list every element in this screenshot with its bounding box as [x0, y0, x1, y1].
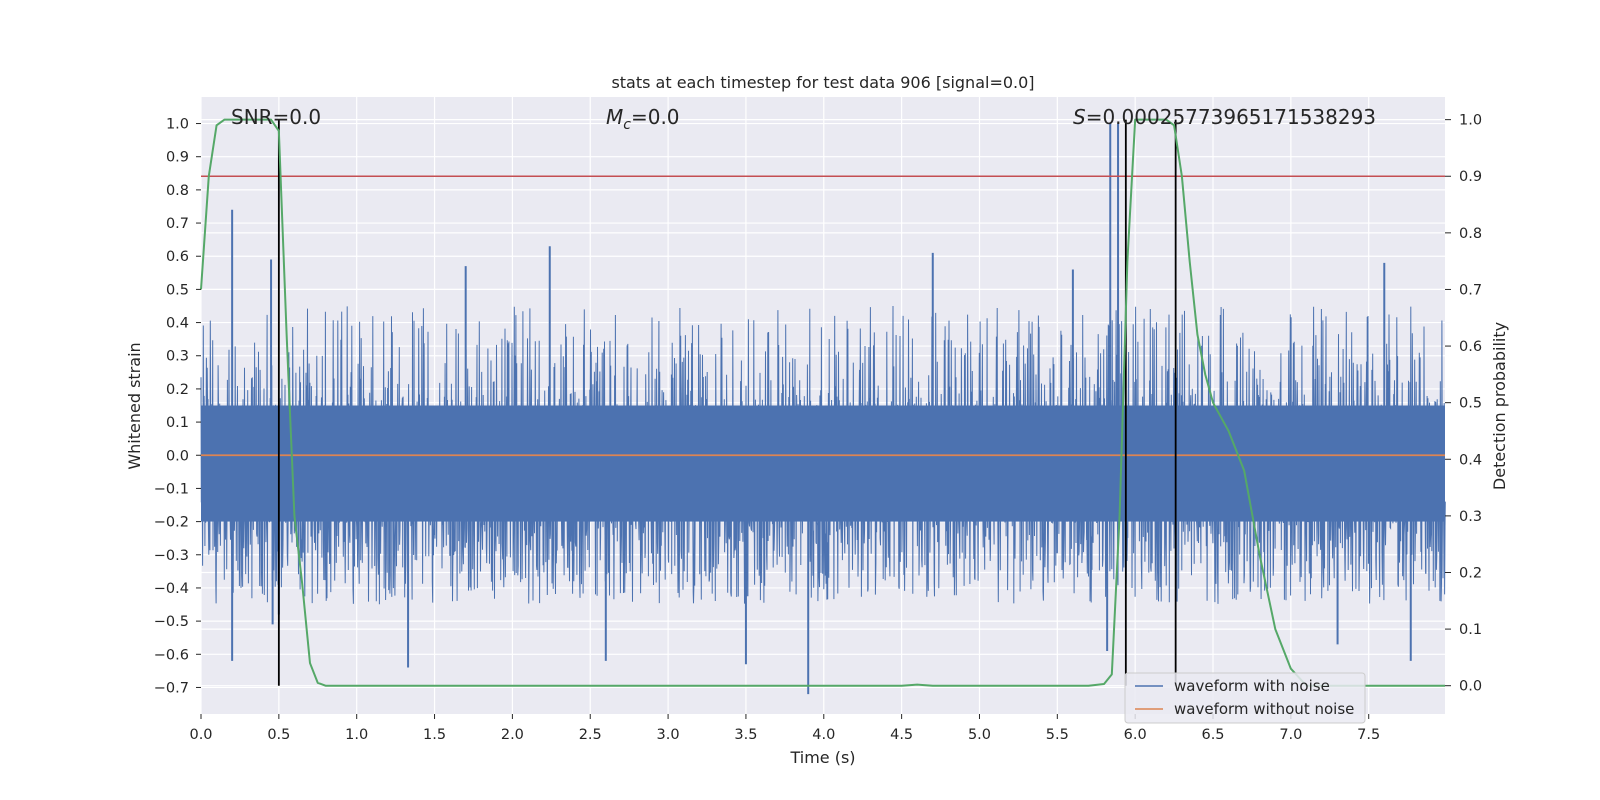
y-tick-label: 0.0	[166, 448, 189, 464]
detection-probability-line	[200, 118, 1445, 687]
y2-tick-label: 1.0	[1459, 113, 1482, 129]
waveform-with-noise-dense-band	[201, 405, 1445, 522]
y-tick-label: 0.4	[166, 316, 189, 332]
y-tick-label: −0.7	[154, 680, 189, 696]
x-tick-label: 7.5	[1357, 727, 1380, 743]
y-tick-label: 0.5	[166, 282, 189, 298]
y-tick-label: 0.2	[166, 382, 189, 398]
x-tick-label: 1.0	[345, 727, 368, 743]
x-tick-label: 5.5	[1046, 727, 1069, 743]
legend-frame	[1124, 672, 1366, 724]
y2-tick-label: 0.3	[1459, 509, 1482, 525]
x-tick-label: 6.5	[1201, 727, 1224, 743]
y-tick-label: 0.7	[166, 216, 189, 232]
y2-tick-label: 0.6	[1459, 339, 1482, 355]
x-tick-label: 7.0	[1279, 727, 1302, 743]
chart-title: stats at each timestep for test data 906…	[611, 73, 1034, 92]
y-tick-label: 0.8	[166, 183, 189, 199]
statistic-value: =0.00025773965171538293	[1086, 105, 1376, 129]
y-tick-label: 0.1	[166, 415, 189, 431]
series-detection-probability	[200, 118, 1445, 687]
y2-tick-label: 0.2	[1459, 565, 1482, 581]
statistic-annotation: S=0.00025773965171538293	[1073, 105, 1376, 129]
legend-entry-waveform-without-noise: waveform without noise	[1174, 700, 1354, 718]
x-tick-label: 5.0	[968, 727, 991, 743]
x-tick-label: 0.0	[189, 727, 212, 743]
y2-axis-ticks: 1.0 0.9 0.8 0.7 0.6 0.5 0.4 0.3 0.2 0.1 0.0	[1445, 113, 1482, 695]
x-tick-label: 0.5	[267, 727, 290, 743]
y-tick-label: 0.9	[166, 150, 189, 166]
x-tick-label: 4.0	[812, 727, 835, 743]
y2-axis-label: Detection probability	[1490, 322, 1509, 490]
chirp-mass-value: =0.0	[631, 105, 680, 129]
x-tick-label: 2.0	[501, 727, 524, 743]
snr-annotation: SNR=0.0	[231, 105, 321, 129]
y2-tick-label: 0.0	[1459, 679, 1482, 695]
y-tick-label: −0.1	[154, 481, 189, 497]
x-tick-label: 3.0	[657, 727, 680, 743]
x-tick-label: 6.0	[1124, 727, 1147, 743]
chirp-mass-subscript: c	[623, 117, 631, 133]
y-tick-label: 0.6	[166, 249, 189, 265]
chirp-mass-annotation: Mc=0.0	[606, 105, 680, 133]
y2-tick-label: 0.8	[1459, 226, 1482, 242]
x-tick-label: 2.5	[579, 727, 602, 743]
y-tick-label: −0.6	[154, 647, 189, 663]
legend-entry-waveform-with-noise: waveform with noise	[1174, 677, 1330, 695]
y-tick-label: 0.3	[166, 349, 189, 365]
y-tick-label: −0.2	[154, 515, 189, 531]
x-tick-label: 1.5	[423, 727, 446, 743]
y2-tick-label: 0.7	[1459, 282, 1482, 298]
statistic-symbol: S	[1073, 105, 1086, 129]
y2-tick-label: 0.1	[1459, 622, 1482, 638]
y-tick-label: 1.0	[166, 117, 189, 133]
y-tick-label: −0.5	[154, 614, 189, 630]
x-tick-label: 4.5	[890, 727, 913, 743]
y2-tick-label: 0.4	[1459, 452, 1482, 468]
x-axis-ticks: 0.0 0.5 1.0 1.5 2.0 2.5 3.0 3.5 4.0 4.5 5.0 5.5 6.0 6…	[189, 714, 1380, 743]
y-tick-label: −0.4	[154, 581, 189, 597]
vertical-marker-lines	[277, 119, 1177, 686]
series-waveform-with-noise	[200, 123, 1446, 695]
x-axis-label: Time (s)	[789, 748, 855, 767]
legend: waveform with noise waveform without noi…	[1124, 672, 1366, 724]
y2-tick-label: 0.9	[1459, 169, 1482, 185]
y2-tick-label: 0.5	[1459, 396, 1482, 412]
chirp-mass-symbol: M	[606, 105, 623, 129]
x-tick-label: 3.5	[734, 727, 757, 743]
y-axis-ticks: 1.0 0.9 0.8 0.7 0.6 0.5 0.4 0.3 0.2 0.1 0.0 −0.1 −0.…	[154, 117, 201, 696]
y-tick-label: −0.3	[154, 548, 189, 564]
y-axis-label: Whitened strain	[125, 342, 144, 469]
